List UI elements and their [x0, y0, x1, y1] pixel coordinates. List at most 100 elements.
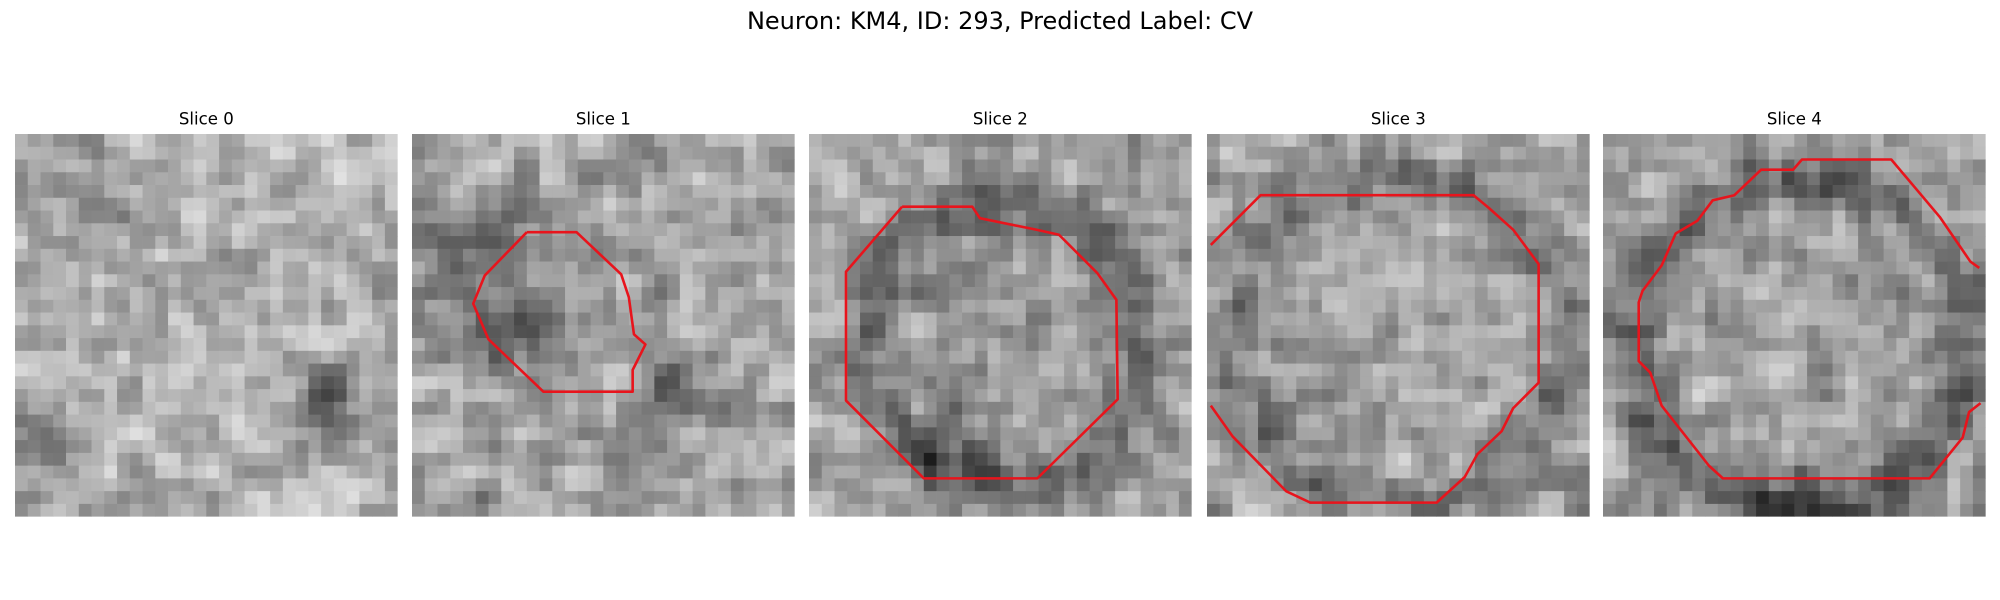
- pixel: [1064, 389, 1078, 403]
- pixel: [1705, 491, 1719, 505]
- pixel: [1372, 287, 1386, 301]
- pixel: [1051, 312, 1065, 326]
- pixel: [1870, 478, 1884, 492]
- pixel: [104, 134, 118, 148]
- pixel: [1283, 172, 1297, 186]
- pixel: [1258, 197, 1272, 211]
- pixel: [219, 248, 233, 262]
- pixel: [860, 440, 874, 454]
- pixel: [1296, 452, 1310, 467]
- pixel: [1334, 299, 1348, 313]
- pixel: [257, 363, 271, 377]
- pixel: [1832, 401, 1846, 415]
- pixel: [552, 325, 566, 339]
- pixel: [1258, 338, 1272, 352]
- pixel: [1666, 427, 1680, 441]
- pixel: [718, 363, 732, 377]
- pixel: [1781, 350, 1795, 364]
- pixel: [860, 210, 874, 224]
- pixel: [1832, 299, 1846, 313]
- pixel: [1347, 478, 1361, 492]
- pixel: [1730, 465, 1744, 479]
- pixel: [78, 401, 92, 415]
- pixel: [1270, 236, 1284, 250]
- pixel: [1513, 312, 1527, 326]
- pixel: [1960, 401, 1974, 415]
- pixel: [616, 223, 630, 237]
- pixel: [1654, 146, 1668, 160]
- pixel: [718, 414, 732, 428]
- pixel: [1781, 491, 1795, 505]
- pixel: [692, 503, 706, 517]
- pixel: [641, 325, 655, 339]
- pixel: [1960, 503, 1974, 517]
- pixel: [743, 172, 757, 186]
- pixel: [53, 210, 67, 224]
- pixel: [1051, 146, 1065, 160]
- pixel: [718, 389, 732, 403]
- pixel: [616, 312, 630, 326]
- pixel: [168, 248, 182, 262]
- pixel: [1705, 389, 1719, 403]
- pixel: [1245, 312, 1259, 326]
- pixel: [885, 287, 899, 301]
- pixel: [1743, 363, 1757, 377]
- pixel: [1628, 376, 1642, 390]
- pixel: [781, 465, 795, 479]
- pixel: [1628, 414, 1642, 428]
- pixel: [244, 248, 258, 262]
- pixel: [463, 414, 477, 428]
- pixel: [809, 197, 823, 211]
- pixel: [1232, 350, 1246, 364]
- pixel: [463, 465, 477, 479]
- pixel: [412, 312, 426, 326]
- pixel: [1270, 465, 1284, 479]
- pixel: [641, 159, 655, 173]
- pixel: [1730, 389, 1744, 403]
- pixel: [1525, 440, 1540, 454]
- pixel: [1883, 465, 1897, 479]
- pixel: [1025, 389, 1039, 403]
- pixel: [692, 197, 706, 211]
- pixel: [180, 478, 194, 492]
- pixel: [295, 452, 309, 467]
- pixel: [1385, 261, 1399, 275]
- pixel: [809, 363, 823, 377]
- pixel: [834, 427, 848, 441]
- pixel: [962, 134, 976, 148]
- pixel: [1153, 427, 1167, 441]
- pixel: [1076, 363, 1090, 377]
- pixel: [936, 427, 950, 441]
- pixel: [781, 146, 795, 160]
- pixel: [270, 287, 284, 301]
- pixel: [1870, 350, 1884, 364]
- pixel: [1076, 325, 1090, 339]
- pixel: [1219, 338, 1233, 352]
- pixel: [923, 210, 937, 224]
- pixel: [628, 401, 642, 415]
- pixel: [270, 414, 284, 428]
- pixel: [91, 350, 105, 364]
- pixel: [219, 389, 233, 403]
- pixel: [1500, 197, 1514, 211]
- pixel: [692, 261, 706, 275]
- pixel: [437, 325, 451, 339]
- pixel: [1207, 185, 1221, 199]
- pixel: [730, 325, 745, 339]
- pixel: [898, 363, 912, 377]
- pixel: [27, 172, 41, 186]
- pixel: [488, 452, 502, 467]
- pixel: [333, 325, 348, 339]
- pixel: [1883, 185, 1897, 199]
- pixel: [1334, 223, 1348, 237]
- pixel: [27, 338, 41, 352]
- pixel: [372, 274, 386, 288]
- pixel: [692, 223, 706, 237]
- pixel: [1781, 427, 1795, 441]
- pixel: [1781, 210, 1795, 224]
- pixel: [628, 338, 642, 352]
- pixel: [1283, 223, 1297, 237]
- pixel: [1768, 223, 1782, 237]
- pixel: [705, 261, 719, 275]
- pixel: [1178, 197, 1192, 211]
